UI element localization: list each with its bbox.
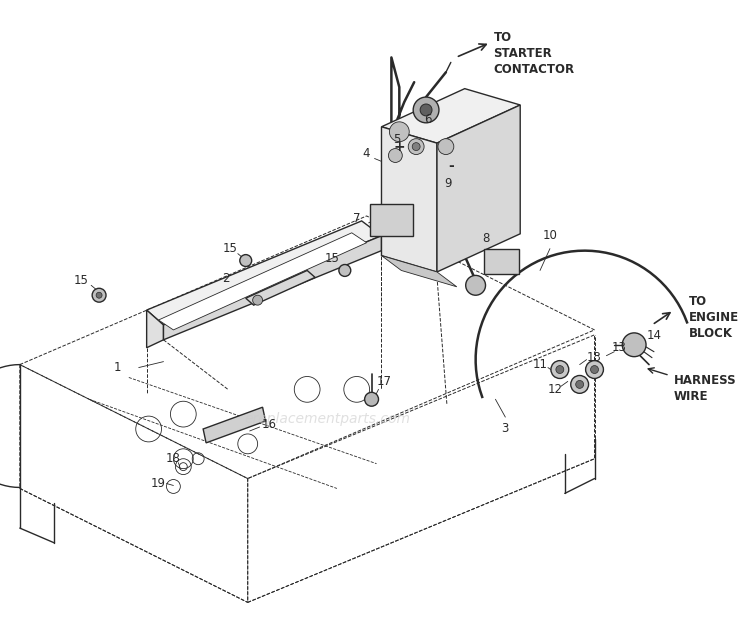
Circle shape (586, 360, 604, 378)
Polygon shape (382, 255, 457, 287)
Polygon shape (382, 127, 437, 272)
Circle shape (388, 148, 402, 163)
Polygon shape (147, 310, 164, 348)
Text: 19: 19 (151, 477, 166, 490)
Circle shape (556, 365, 564, 374)
Circle shape (622, 333, 646, 356)
Polygon shape (147, 221, 382, 325)
FancyBboxPatch shape (370, 204, 413, 236)
Text: 4: 4 (363, 147, 370, 160)
Circle shape (413, 143, 420, 150)
Text: 6: 6 (424, 113, 432, 126)
Text: ereplacementparts.com: ereplacementparts.com (244, 412, 410, 426)
Text: 11: 11 (532, 358, 548, 371)
Text: +: + (394, 140, 405, 154)
Text: 8: 8 (482, 232, 489, 245)
Polygon shape (203, 407, 266, 443)
Text: 14: 14 (646, 330, 662, 342)
Text: 18: 18 (166, 452, 181, 465)
Polygon shape (164, 236, 382, 340)
Polygon shape (437, 105, 520, 272)
Text: 15: 15 (223, 242, 237, 255)
Circle shape (571, 376, 589, 394)
Circle shape (364, 392, 379, 406)
Circle shape (240, 255, 252, 266)
Circle shape (253, 295, 262, 305)
Text: 9: 9 (444, 177, 452, 190)
Circle shape (420, 104, 432, 116)
Text: 2: 2 (222, 272, 230, 285)
Circle shape (408, 139, 424, 154)
Circle shape (551, 360, 568, 378)
Circle shape (413, 97, 439, 123)
Text: HARNESS
WIRE: HARNESS WIRE (674, 374, 736, 403)
Text: TO
ENGINE
BLOCK: TO ENGINE BLOCK (688, 295, 739, 340)
Polygon shape (158, 233, 367, 330)
Text: 17: 17 (377, 375, 392, 388)
Circle shape (389, 122, 410, 141)
Circle shape (339, 264, 351, 276)
Circle shape (590, 365, 598, 374)
Text: 16: 16 (262, 417, 277, 431)
Circle shape (96, 292, 102, 298)
Text: 13: 13 (612, 341, 627, 355)
Text: 5: 5 (393, 133, 400, 146)
Circle shape (92, 288, 106, 302)
Text: 13: 13 (587, 351, 602, 364)
Text: 7: 7 (353, 212, 361, 225)
Text: 15: 15 (74, 274, 88, 287)
Circle shape (438, 139, 454, 154)
Polygon shape (382, 88, 520, 143)
Text: -: - (448, 159, 454, 173)
Text: 15: 15 (325, 252, 340, 265)
Circle shape (576, 380, 584, 388)
Text: 3: 3 (502, 422, 509, 435)
Circle shape (466, 275, 485, 295)
Polygon shape (246, 271, 315, 305)
FancyBboxPatch shape (484, 249, 519, 275)
Text: 10: 10 (542, 229, 557, 243)
Text: 1: 1 (113, 361, 121, 374)
Text: TO
STARTER
CONTACTOR: TO STARTER CONTACTOR (494, 31, 574, 76)
Text: 12: 12 (548, 383, 562, 396)
